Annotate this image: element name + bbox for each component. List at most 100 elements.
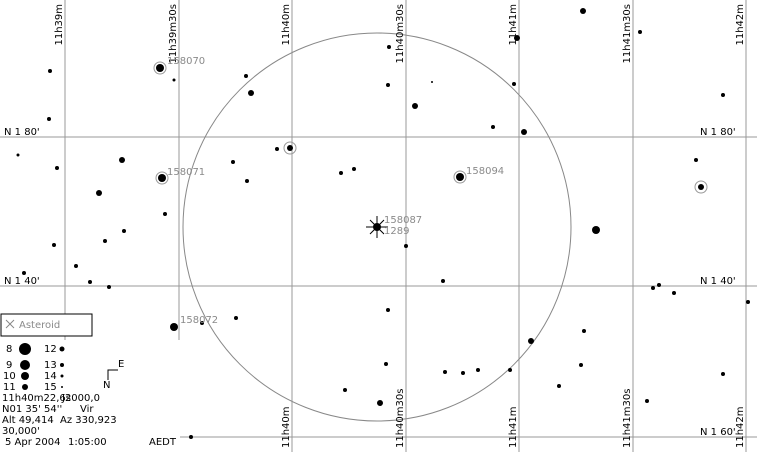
search-icon (5, 319, 15, 329)
magnitude: 11 (3, 382, 16, 393)
magnitude-dot (19, 343, 31, 355)
star (651, 286, 655, 290)
search-box[interactable] (0, 313, 93, 337)
ra-label: 11h40m30s (395, 4, 406, 63)
field-of-view (182, 32, 572, 422)
dec-label: N 1 80' (4, 127, 40, 138)
ra-label: 11h39m (54, 4, 65, 46)
info-dec: N01 35' 54'' (2, 404, 62, 415)
object-label: 158094 (466, 166, 504, 177)
dec-label: N 1 40' (4, 276, 40, 287)
star (88, 280, 92, 284)
star (476, 368, 480, 372)
star (48, 69, 52, 73)
star (103, 239, 107, 243)
star (386, 308, 390, 312)
star (582, 329, 586, 333)
star (746, 300, 750, 304)
info-time: 1:05:00 (68, 437, 107, 448)
ra-label: 11h40m (281, 4, 292, 46)
magnitude: 10 (3, 371, 16, 382)
star (698, 184, 704, 190)
compass (107, 369, 118, 380)
star (122, 229, 126, 233)
star (287, 145, 293, 151)
star (52, 243, 56, 247)
dec-label: N 1 80' (700, 127, 736, 138)
star (244, 74, 248, 78)
magnitude-dot (60, 363, 64, 367)
magnitude-dot (60, 374, 64, 378)
search-text[interactable]: Asteroid (19, 320, 60, 331)
star (275, 147, 279, 151)
magnitude-dot (61, 386, 63, 388)
ra-label: 11h42m (735, 406, 746, 448)
star (592, 226, 600, 234)
star (431, 81, 433, 83)
star (96, 190, 102, 196)
star (404, 244, 408, 248)
star (377, 400, 383, 406)
ra-label: 11h40m (281, 406, 292, 448)
star (645, 399, 649, 403)
magnitude: 8 (6, 344, 12, 355)
star (721, 93, 725, 97)
star (119, 157, 125, 163)
star (557, 384, 561, 388)
object-label: 1289 (384, 226, 409, 237)
star (461, 371, 465, 375)
ra-label: 11h41m30s (622, 389, 633, 448)
star (721, 372, 725, 376)
magnitude: 14 (44, 371, 57, 382)
object-label: 158072 (180, 315, 218, 326)
compass-north: N (103, 380, 110, 391)
info-constellation: Vir (80, 404, 94, 415)
star (352, 167, 356, 171)
star (339, 171, 343, 175)
legend-panel: Asteroid 8 9 10 11 12 13 14 15 E N 11h40… (0, 313, 180, 452)
ra-label: 11h41m (508, 4, 519, 46)
star (234, 316, 238, 320)
star (74, 264, 78, 268)
star-halo (283, 141, 297, 155)
star (657, 283, 661, 287)
star (441, 279, 445, 283)
dec-label: N 1 60' (700, 427, 736, 438)
star (16, 153, 20, 157)
star (386, 83, 390, 87)
star (579, 363, 583, 367)
star (521, 129, 527, 135)
star (508, 368, 512, 372)
star (200, 321, 204, 325)
star (343, 388, 347, 392)
target-marker (366, 216, 388, 238)
info-epoch: J2000,0 (61, 393, 100, 404)
magnitude: 12 (44, 344, 57, 355)
info-zone: AEDT (149, 437, 177, 448)
stars (16, 8, 750, 439)
ra-label: 11h40m30s (395, 389, 406, 448)
dec-label: N 1 40' (700, 276, 736, 287)
magnitude: 13 (44, 360, 57, 371)
magnitude-dot (59, 346, 65, 352)
star (172, 78, 176, 82)
star (491, 125, 495, 129)
star-halo (155, 171, 169, 185)
star (107, 285, 111, 289)
ra-label: 11h42m (735, 4, 746, 46)
star (638, 30, 642, 34)
info-alt: Alt 49,414 (2, 415, 54, 426)
star-halo (153, 61, 167, 75)
magnitude: 9 (6, 360, 12, 371)
magnitude-dot (21, 372, 29, 380)
info-fov: 30,000' (2, 426, 40, 437)
star (528, 338, 534, 344)
ra-label: 11h41m30s (622, 4, 633, 63)
star-halo (453, 170, 467, 184)
magnitude: 15 (44, 382, 57, 393)
star-halo (694, 180, 708, 194)
star (456, 173, 464, 181)
ra-label: 11h41m (508, 406, 519, 448)
star (47, 117, 51, 121)
